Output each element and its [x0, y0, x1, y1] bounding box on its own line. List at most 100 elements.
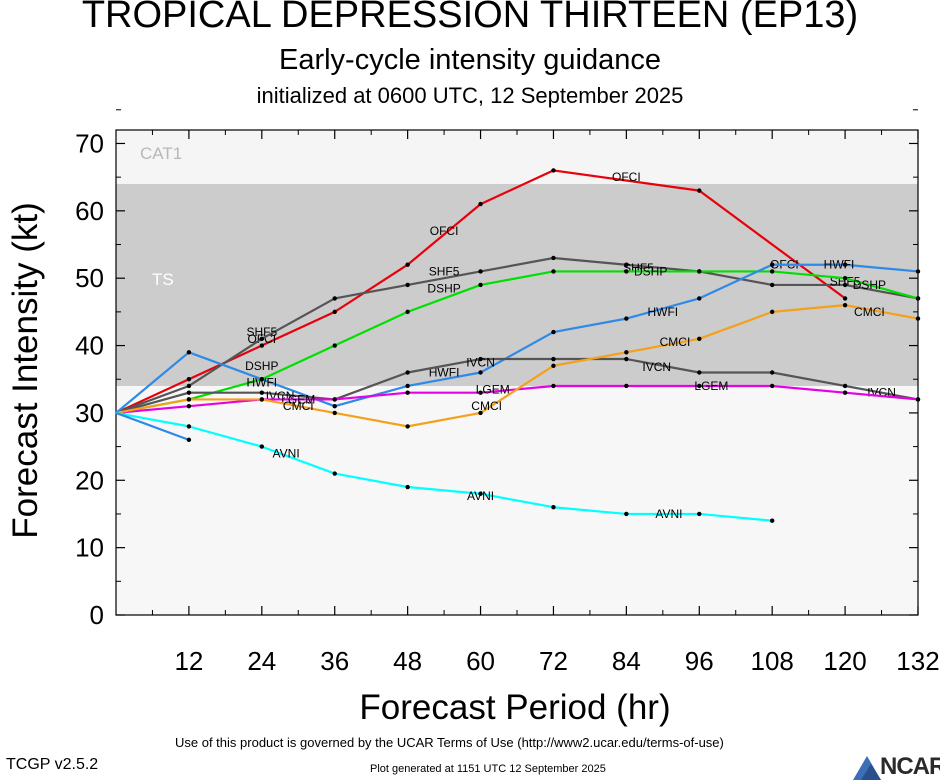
initialized-label: initialized at 0600 UTC, 12 September 20…: [256, 83, 684, 108]
x-tick-label: 60: [466, 646, 495, 676]
data-point: [624, 356, 629, 362]
data-point: [769, 309, 775, 315]
data-point: [478, 201, 483, 207]
data-point: [624, 350, 629, 355]
series-label: DSHP: [427, 281, 460, 295]
x-tick-label: 72: [539, 646, 568, 676]
x-tick-label: 84: [612, 646, 641, 676]
x-tick-label: 36: [320, 646, 349, 676]
data-point: [842, 383, 848, 389]
data-point: [769, 370, 775, 375]
data-point: [186, 350, 192, 355]
chart-subtitle: Early-cycle intensity guidance: [278, 44, 661, 76]
data-point: [769, 282, 775, 288]
series-line: [115, 411, 190, 441]
series-label: DSHP: [245, 359, 278, 373]
data-point: [697, 269, 702, 274]
data-point: [842, 302, 848, 308]
data-point: [915, 269, 921, 274]
series-label: CMCI: [471, 399, 502, 413]
data-point: [186, 377, 192, 382]
x-tick-label: 132: [896, 646, 939, 676]
data-point: [624, 262, 629, 267]
series-label: OFCI: [430, 224, 459, 238]
data-point: [697, 370, 702, 375]
y-axis: 0 10 20 30 40 50 60 70: [75, 109, 918, 630]
data-point: [769, 262, 775, 267]
data-point: [915, 397, 921, 402]
terms-of-use-text: Use of this product is governed by the U…: [175, 735, 724, 750]
series-line: [115, 270, 919, 414]
ncar-logo-text: NCAR: [880, 753, 940, 780]
data-point: [259, 444, 265, 449]
data-point: [186, 403, 192, 409]
y-tick-label: 0: [90, 600, 104, 630]
y-tick-label: 50: [75, 263, 104, 293]
series-label: CMCI: [660, 335, 691, 349]
data-point: [332, 410, 337, 416]
series-label: SHF5: [429, 264, 460, 278]
series-label: LGEM: [281, 392, 315, 406]
y-tick-label: 60: [75, 196, 104, 226]
data-point: [405, 383, 410, 389]
data-point: [259, 336, 265, 342]
y-tick-label: 10: [75, 533, 104, 563]
data-point: [697, 296, 702, 301]
data-point: [915, 296, 921, 301]
x-tick-label: 48: [393, 646, 422, 676]
x-axis: 12 24 36 48 60 72 84 96 108 120 132: [151, 130, 940, 676]
data-point: [551, 505, 556, 510]
data-point: [332, 397, 337, 402]
data-point: [842, 296, 848, 301]
data-point: [332, 309, 337, 315]
version-label: TCGP v2.5.2: [6, 756, 99, 773]
data-point: [478, 410, 483, 416]
series-line: [115, 357, 919, 414]
data-point: [915, 316, 921, 321]
band-label-ts: TS: [152, 270, 174, 289]
series-line: [115, 304, 919, 428]
data-point: [551, 363, 556, 368]
x-axis-label: Forecast Period (hr): [359, 688, 670, 727]
series-label: IVCN: [466, 355, 495, 369]
series-label: HWFI: [429, 366, 460, 380]
data-point: [259, 397, 265, 402]
band-label-cat1: CAT1: [140, 144, 182, 163]
data-point: [624, 269, 629, 274]
data-point: [842, 262, 848, 267]
data-point: [405, 309, 410, 315]
data-point: [405, 484, 410, 490]
y-tick-label: 40: [75, 331, 104, 361]
x-tick-label: 24: [247, 646, 276, 676]
chart-title: TROPICAL DEPRESSION THIRTEEN (EP13): [81, 0, 859, 36]
data-point: [478, 269, 483, 274]
data-point: [551, 269, 556, 274]
data-point: [551, 383, 556, 389]
series-label: CMCI: [854, 305, 885, 319]
data-point: [186, 383, 192, 389]
data-point: [842, 282, 848, 288]
series-label: CMCI: [283, 399, 314, 413]
data-point: [697, 336, 702, 342]
data-point: [624, 511, 629, 517]
data-point: [842, 390, 848, 395]
data-point: [697, 511, 702, 517]
data-point: [405, 370, 410, 375]
data-point: [551, 255, 556, 261]
data-point: [551, 168, 556, 173]
generated-timestamp: Plot generated at 1151 UTC 12 September …: [370, 763, 606, 775]
series-label: DSHP: [853, 278, 886, 292]
series-label: SHF5: [246, 325, 277, 339]
series-label: DSHP: [634, 264, 667, 278]
data-point: [332, 403, 337, 409]
series-label: HWFI: [647, 305, 678, 319]
data-point: [405, 390, 410, 395]
data-point: [259, 377, 265, 382]
data-point: [478, 356, 483, 362]
series-label: AVNI: [655, 507, 682, 521]
data-point: [842, 275, 848, 281]
series-hwfi: HWFI HWFI HWFI HWFI: [115, 258, 921, 414]
series-cmci: CMCI CMCI CMCI CMCI: [115, 302, 921, 429]
x-tick-label: 12: [174, 646, 203, 676]
